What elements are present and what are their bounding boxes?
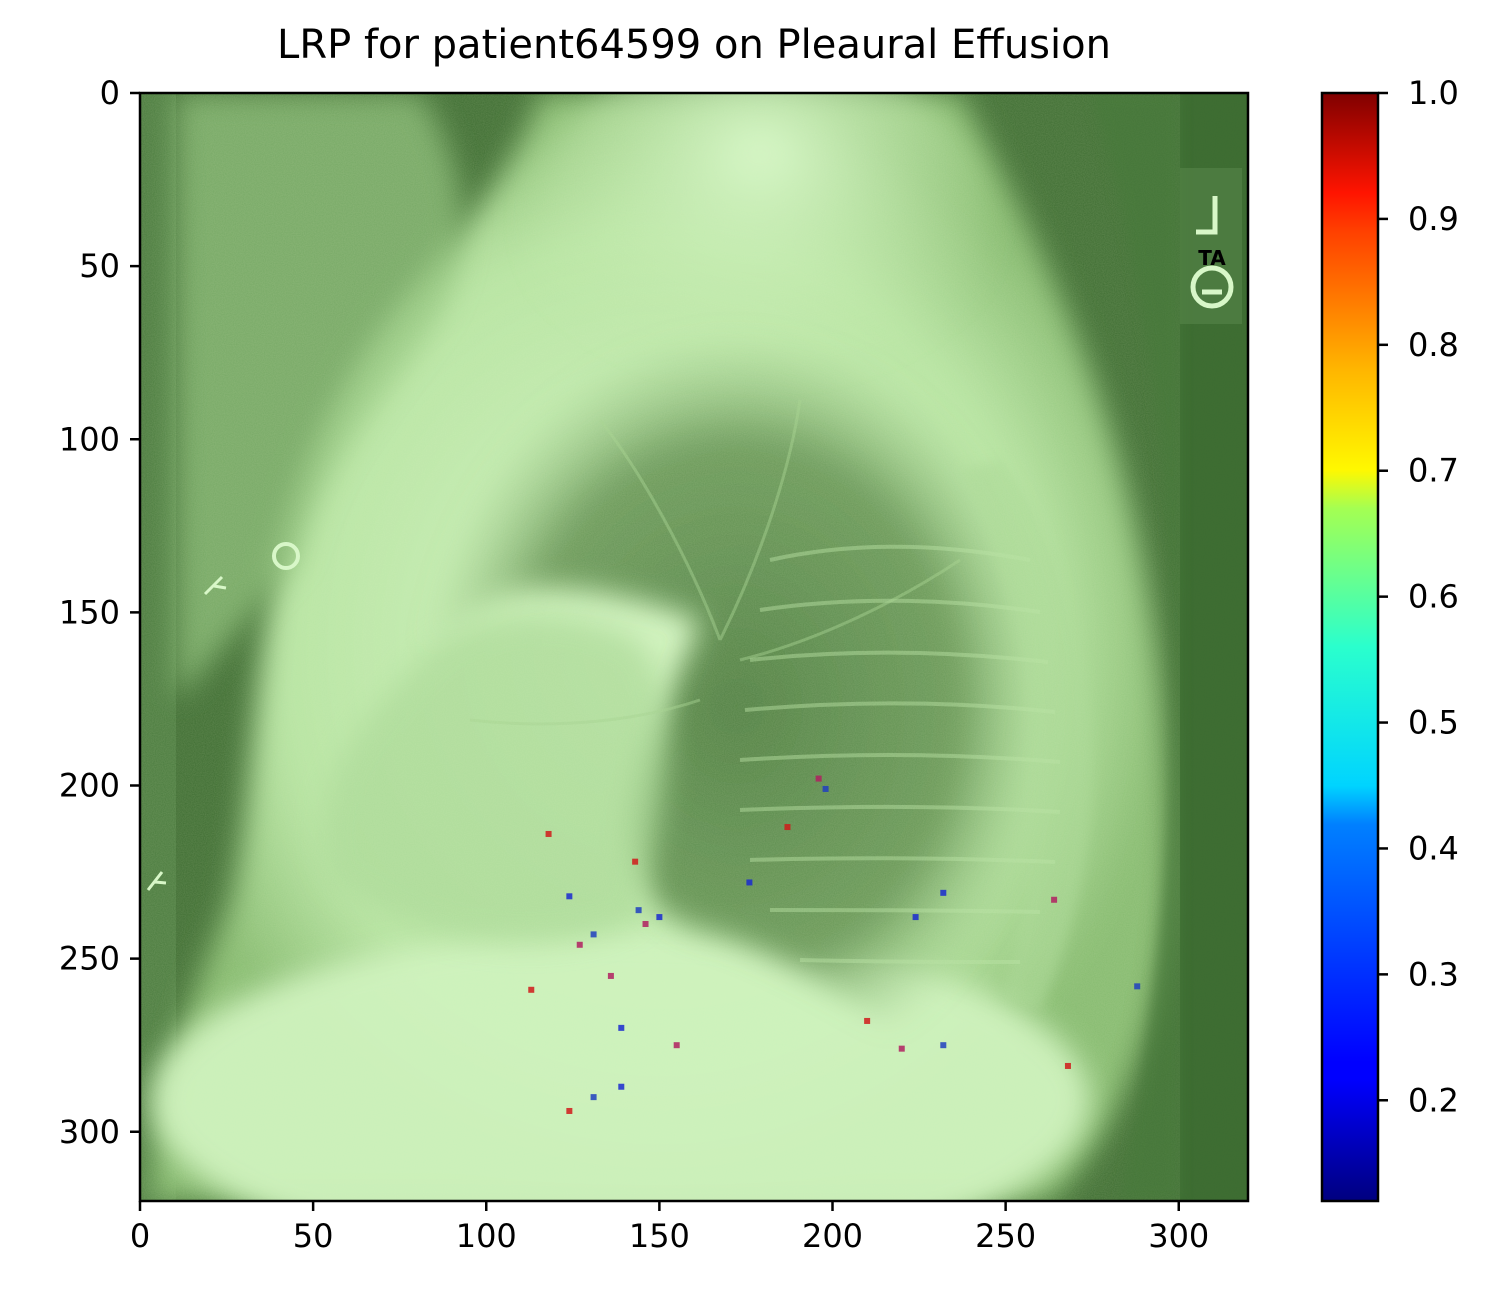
y-axis: 0 50 100 150 200 250 300 bbox=[59, 74, 140, 1151]
colorbar-tick-label: 0.2 bbox=[1408, 1081, 1459, 1119]
x-tick-label: 250 bbox=[975, 1217, 1036, 1255]
colorbar-ticks: 0.2 0.3 0.4 0.5 0.6 0.7 0.8 0.9 1.0 bbox=[1378, 74, 1459, 1119]
marker-arrow-lower bbox=[146, 871, 167, 891]
y-tick-label: 300 bbox=[59, 1113, 120, 1151]
relevance-spot bbox=[590, 1094, 597, 1101]
relevance-spot bbox=[864, 1017, 871, 1024]
relevance-spot bbox=[635, 907, 642, 914]
relevance-spot bbox=[632, 858, 639, 865]
relevance-spot bbox=[898, 1045, 905, 1052]
relevance-spot bbox=[656, 914, 663, 921]
colorbar-tick-label: 0.4 bbox=[1408, 829, 1459, 867]
marker-arrow-upper bbox=[203, 575, 227, 596]
relevance-spot bbox=[912, 914, 919, 921]
relevance-spot bbox=[673, 1042, 680, 1049]
relevance-spot bbox=[590, 931, 597, 938]
colorbar-tick-label: 0.6 bbox=[1408, 578, 1459, 616]
relevance-spots bbox=[528, 775, 1141, 1114]
colorbar-tick-label: 0.9 bbox=[1408, 200, 1459, 238]
relevance-spot bbox=[528, 986, 535, 993]
x-tick-label: 50 bbox=[293, 1217, 334, 1255]
colorbar-tick-label: 1.0 bbox=[1408, 74, 1459, 112]
heatmap-image: TA bbox=[140, 93, 1248, 1201]
relevance-spot bbox=[566, 1107, 573, 1114]
colorbar-tick-label: 0.3 bbox=[1408, 955, 1459, 993]
colorbar-tick-label: 0.7 bbox=[1408, 452, 1459, 490]
relevance-spot bbox=[1064, 1062, 1071, 1069]
y-tick-label: 100 bbox=[59, 420, 120, 458]
plot-frame bbox=[138, 91, 1250, 1203]
relevance-spot bbox=[784, 824, 791, 831]
relevance-spot bbox=[940, 1042, 947, 1049]
x-tick-label: 100 bbox=[456, 1217, 517, 1255]
relevance-spot bbox=[618, 1083, 625, 1090]
relevance-spot bbox=[822, 785, 829, 792]
chart-title: LRP for patient64599 on Pleaural Effusio… bbox=[277, 22, 1111, 68]
relevance-spot bbox=[940, 889, 947, 896]
x-tick-label: 200 bbox=[802, 1217, 863, 1255]
relevance-spot bbox=[1134, 983, 1141, 990]
lateral-marker-icon bbox=[1180, 168, 1242, 324]
colorbar-tick-label: 0.5 bbox=[1408, 704, 1459, 742]
relevance-spot bbox=[576, 941, 583, 948]
marker-ring bbox=[272, 542, 300, 570]
x-tick-label: 300 bbox=[1148, 1217, 1209, 1255]
relevance-spot bbox=[566, 893, 573, 900]
relevance-spot bbox=[607, 972, 614, 979]
y-tick-label: 250 bbox=[59, 940, 120, 978]
x-tick-label: 150 bbox=[629, 1217, 690, 1255]
colorbar: 0.2 0.3 0.4 0.5 0.6 0.7 0.8 0.9 1.0 bbox=[1320, 74, 1459, 1203]
relevance-spot bbox=[746, 879, 753, 886]
colorbar-gradient bbox=[1322, 93, 1378, 1201]
relevance-spot bbox=[1051, 896, 1058, 903]
relevance-spot bbox=[642, 921, 649, 927]
x-axis: 0 50 100 150 200 250 300 bbox=[130, 1201, 1209, 1255]
colorbar-frame bbox=[1320, 91, 1380, 1203]
x-tick-label: 0 bbox=[130, 1217, 150, 1255]
relevance-spot bbox=[618, 1024, 625, 1031]
y-tick-label: 0 bbox=[100, 74, 120, 112]
colorbar-tick-label: 0.8 bbox=[1408, 326, 1459, 364]
relevance-spot bbox=[815, 775, 822, 782]
overlay-ta-label: TA bbox=[1198, 246, 1226, 270]
y-tick-label: 50 bbox=[79, 247, 120, 285]
relevance-spot bbox=[545, 830, 552, 837]
y-tick-label: 150 bbox=[59, 593, 120, 631]
y-tick-label: 200 bbox=[59, 767, 120, 805]
